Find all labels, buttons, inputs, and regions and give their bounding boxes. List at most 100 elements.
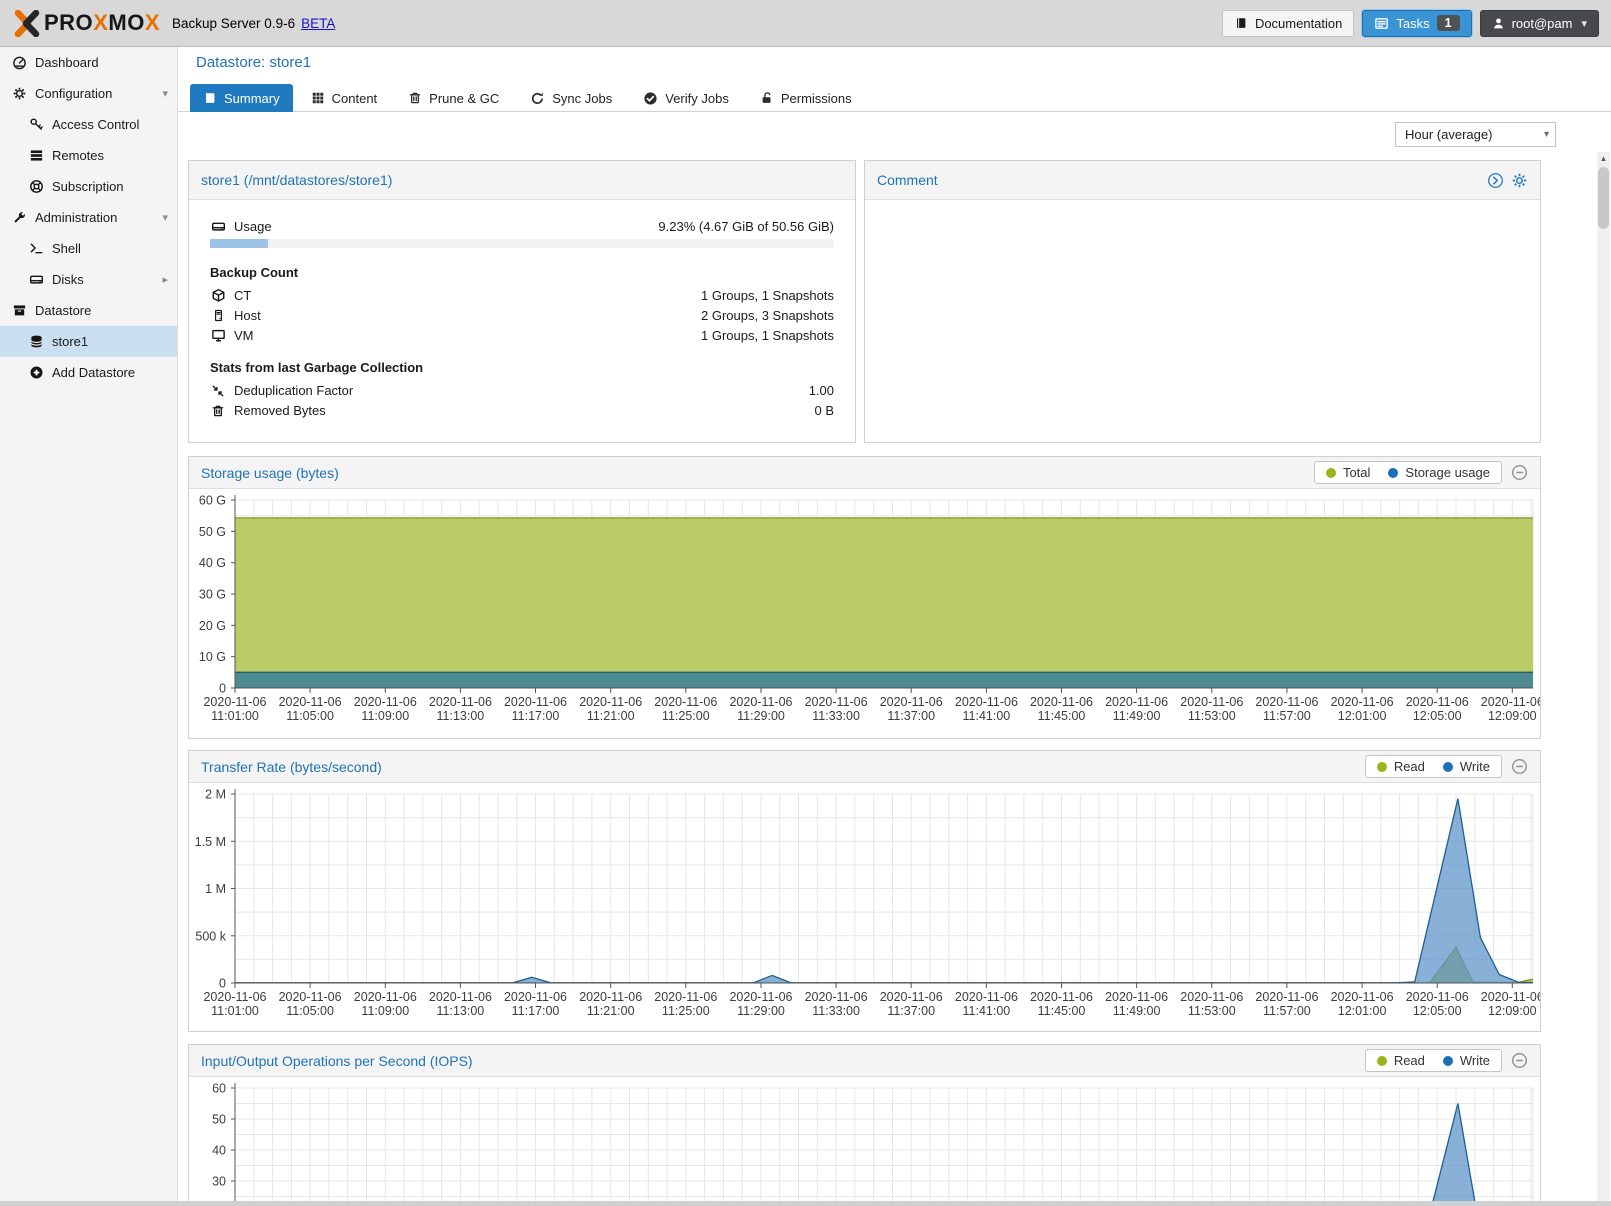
svg-text:20 G: 20 G	[199, 619, 226, 633]
beta-link[interactable]: BETA	[301, 15, 336, 31]
legend-item-write[interactable]: Write	[1442, 1053, 1490, 1068]
storage-usage-legend[interactable]: Total Storage usage	[1313, 461, 1502, 484]
documentation-button[interactable]: Documentation	[1221, 9, 1355, 37]
svg-text:2020-11-06: 2020-11-06	[279, 695, 342, 709]
tasks-list-icon	[1374, 16, 1389, 31]
svg-text:2020-11-06: 2020-11-06	[729, 695, 792, 709]
svg-text:0: 0	[219, 977, 226, 991]
svg-text:11:05:00: 11:05:00	[286, 709, 334, 723]
svg-text:2020-11-06: 2020-11-06	[429, 990, 492, 1004]
legend-item-storage-usage[interactable]: Storage usage	[1388, 465, 1490, 480]
chevron-circle-icon[interactable]	[1487, 172, 1504, 189]
sidebar-item-dashboard[interactable]: Dashboard	[0, 47, 177, 78]
summary-panel-header: store1 (/mnt/datastores/store1)	[189, 161, 855, 200]
remotes-icon	[27, 148, 45, 163]
sidebar-item-configuration[interactable]: Configuration ▾	[0, 78, 177, 109]
svg-text:12:05:00: 12:05:00	[1413, 709, 1462, 723]
chevron-down-icon[interactable]: ▾	[162, 88, 168, 100]
svg-text:60 G: 60 G	[199, 494, 226, 508]
sidebar-item-disks[interactable]: Disks ▸	[0, 264, 177, 295]
scroll-up-arrow[interactable]: ▲	[1599, 154, 1608, 163]
svg-text:11:01:00: 11:01:00	[211, 1004, 259, 1018]
window-bottom-edge	[0, 1201, 1611, 1206]
chevron-right-icon[interactable]: ▸	[162, 274, 168, 286]
sidebar-item-remotes[interactable]: Remotes	[0, 140, 177, 171]
svg-text:2020-11-06: 2020-11-06	[354, 990, 417, 1004]
legend-item-total[interactable]: Total	[1325, 465, 1370, 480]
app-version: Backup Server 0.9-6	[172, 15, 296, 31]
datastore-summary-panel: store1 (/mnt/datastores/store1) Usage 9.…	[188, 160, 856, 443]
gear-icon[interactable]	[1511, 172, 1528, 189]
tab-prune-gc[interactable]: Prune & GC	[395, 84, 512, 112]
dedup-row: Deduplication Factor 1.00	[210, 383, 834, 398]
tab-verify-jobs[interactable]: Verify Jobs	[630, 84, 742, 112]
check-circle-icon	[643, 91, 658, 106]
collapse-icon[interactable]	[1511, 464, 1528, 481]
iops-title: Input/Output Operations per Second (IOPS…	[201, 1052, 473, 1069]
user-menu-button[interactable]: root@pam ▾	[1479, 9, 1599, 37]
chevron-down-icon: ▾	[1581, 17, 1587, 30]
svg-text:11:41:00: 11:41:00	[963, 1004, 1011, 1018]
lifering-icon	[27, 179, 45, 194]
legend-item-write[interactable]: Write	[1442, 759, 1490, 774]
svg-text:11:41:00: 11:41:00	[963, 709, 1011, 723]
tasks-button[interactable]: Tasks 1	[1362, 9, 1472, 37]
scrollbar-thumb[interactable]	[1598, 167, 1609, 229]
sidebar-item-datastore[interactable]: Datastore	[0, 295, 177, 326]
sidebar-item-access-control[interactable]: Access Control	[0, 109, 177, 140]
svg-text:2020-11-06: 2020-11-06	[203, 990, 266, 1004]
collapse-icon[interactable]	[1511, 1052, 1528, 1069]
svg-text:2020-11-06: 2020-11-06	[1481, 695, 1540, 709]
transfer-rate-legend[interactable]: Read Write	[1364, 755, 1502, 778]
svg-text:1.5 M: 1.5 M	[195, 835, 226, 849]
chevron-down-icon[interactable]: ▾	[162, 212, 168, 224]
plus-circle-icon	[27, 365, 45, 380]
svg-text:11:05:00: 11:05:00	[286, 1004, 334, 1018]
sidebar-item-store1[interactable]: store1	[0, 326, 177, 357]
svg-text:40: 40	[212, 1144, 226, 1158]
iops-legend[interactable]: Read Write	[1364, 1049, 1502, 1072]
tab-permissions[interactable]: Permissions	[747, 84, 865, 112]
svg-text:11:33:00: 11:33:00	[812, 1004, 860, 1018]
tab-summary[interactable]: Summary	[190, 84, 293, 112]
proxmox-logo: PROXMOX	[12, 9, 160, 37]
svg-text:11:29:00: 11:29:00	[737, 709, 785, 723]
terminal-icon	[27, 241, 45, 256]
total-dot	[1325, 467, 1336, 478]
cube-icon	[210, 288, 226, 303]
time-range-select[interactable]: Hour (average) ▾	[1395, 122, 1556, 147]
legend-item-read[interactable]: Read	[1376, 1053, 1425, 1068]
sidebar-item-add-datastore[interactable]: Add Datastore	[0, 357, 177, 388]
storage-usage-dot	[1388, 467, 1399, 478]
svg-text:11:29:00: 11:29:00	[737, 1004, 785, 1018]
storage-usage-panel: Storage usage (bytes) Total Storage usag…	[188, 456, 1541, 739]
sidebar-item-administration[interactable]: Administration ▾	[0, 202, 177, 233]
main-content: Datastore: store1 Summary Content Prune …	[178, 47, 1611, 1206]
svg-text:2020-11-06: 2020-11-06	[1105, 990, 1168, 1004]
svg-text:11:17:00: 11:17:00	[512, 709, 560, 723]
svg-text:10 G: 10 G	[199, 650, 226, 664]
svg-text:2020-11-06: 2020-11-06	[429, 695, 492, 709]
comment-body[interactable]	[865, 200, 1540, 219]
svg-text:2020-11-06: 2020-11-06	[1406, 695, 1469, 709]
svg-text:11:33:00: 11:33:00	[812, 709, 860, 723]
collapse-icon[interactable]	[1511, 758, 1528, 775]
tab-content[interactable]: Content	[298, 84, 391, 112]
svg-text:2 M: 2 M	[205, 788, 226, 802]
vertical-scrollbar[interactable]: ▲	[1597, 152, 1610, 1201]
chevron-down-icon: ▾	[1543, 129, 1549, 140]
svg-text:11:25:00: 11:25:00	[662, 709, 710, 723]
svg-text:2020-11-06: 2020-11-06	[880, 990, 943, 1004]
svg-text:11:21:00: 11:21:00	[587, 709, 635, 723]
legend-item-read[interactable]: Read	[1376, 759, 1425, 774]
sync-icon	[530, 91, 545, 106]
sidebar: Dashboard Configuration ▾ Access Control…	[0, 47, 178, 1206]
transfer-rate-panel: Transfer Rate (bytes/second) Read Write …	[188, 750, 1541, 1032]
iops-header: Input/Output Operations per Second (IOPS…	[189, 1045, 1540, 1077]
usage-row: Usage 9.23% (4.67 GiB of 50.56 GiB)	[210, 219, 834, 234]
sidebar-item-subscription[interactable]: Subscription	[0, 171, 177, 202]
summary-panel-title: store1 (/mnt/datastores/store1)	[201, 172, 393, 188]
sidebar-item-shell[interactable]: Shell	[0, 233, 177, 264]
tab-sync-jobs[interactable]: Sync Jobs	[517, 84, 625, 112]
host-row: Host 2 Groups, 3 Snapshots	[210, 308, 834, 323]
